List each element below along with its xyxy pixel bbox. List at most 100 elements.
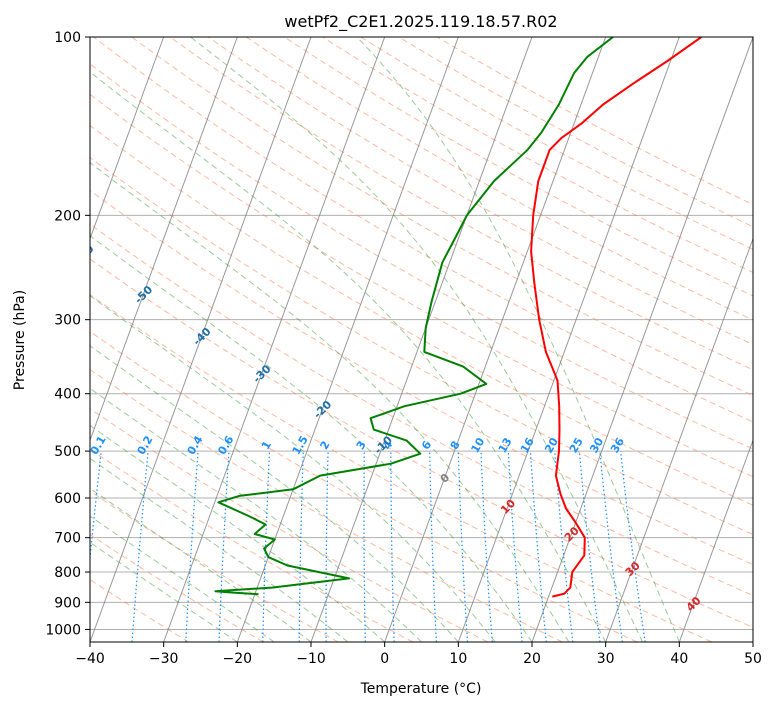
dry-adiabat (245, 37, 753, 321)
x-tick-label: 40 (670, 651, 688, 667)
mixing-ratio-line (325, 451, 329, 642)
moist-adiabat (90, 515, 275, 642)
isotherm-label: -40 (190, 325, 213, 348)
chart-title: wetPf2_C2E1.2025.119.18.57.R02 (284, 12, 557, 32)
mixing-ratio-label: 16 (518, 435, 537, 455)
mixing-ratio-line (480, 451, 493, 642)
isotherm-label: -60 (73, 242, 96, 265)
isotherm-line (384, 37, 607, 642)
x-tick-label: −30 (149, 651, 179, 667)
y-tick-label: 600 (54, 491, 81, 507)
x-tick-label: 10 (449, 651, 467, 667)
dry-adiabat (90, 156, 753, 536)
moist-adiabat (90, 235, 533, 642)
mixing-ratio-line (457, 451, 469, 642)
isotherm-line (678, 438, 753, 642)
x-tick-label: 0 (380, 651, 389, 667)
mixing-ratio-line (507, 451, 523, 642)
x-tick-label: 50 (744, 651, 762, 667)
dry-adiabat (207, 37, 753, 346)
x-axis: −40 −30 −20 −10 0 10 20 30 40 50 (75, 642, 762, 667)
mixing-ratio-label: 0.2 (135, 434, 156, 457)
mixing-ratio-label: 30 (587, 435, 606, 455)
mixing-ratio-line (578, 451, 601, 642)
isotherm-label: -10 (372, 433, 395, 456)
dry-adiabat (90, 294, 712, 642)
moist-adiabat (90, 424, 386, 642)
mixing-ratio-label: 8 (448, 439, 463, 452)
mixing-ratio-line (131, 451, 149, 642)
mixing-ratio-label: 3 (354, 439, 369, 452)
dry-adiabat (90, 578, 190, 642)
y-tick-label: 300 (54, 313, 81, 329)
dry-adiabat (90, 223, 753, 597)
isotherm-line (163, 37, 386, 642)
isotherm-line (90, 37, 165, 241)
isotherm-line (605, 237, 753, 642)
x-tick-label: −10 (296, 651, 326, 667)
mixing-ratio-label: 0.6 (215, 433, 236, 457)
moist-adiabat (356, 37, 680, 642)
moist-adiabat (90, 71, 607, 642)
mixing-ratio-label: 36 (608, 435, 627, 455)
dry-adiabat (398, 37, 753, 228)
y-tick-label: 500 (54, 444, 81, 460)
isotherm-label: -20 (311, 398, 334, 421)
dry-adiabat (131, 37, 753, 397)
mixing-ratio-label: 25 (567, 435, 586, 455)
mixing-ratio-line (429, 451, 437, 642)
mixing-ratio-line (363, 451, 366, 642)
temperature-profile-line (530, 37, 702, 598)
mixing-ratio-label: 6 (419, 438, 434, 451)
mixing-ratio-label: 1.5 (290, 434, 311, 457)
y-tick-label: 100 (54, 30, 81, 46)
isotherm-label: 40 (684, 594, 704, 614)
moist-adiabat (90, 162, 570, 642)
mixing-ratio-line (620, 451, 646, 642)
isotherm-line (310, 37, 533, 642)
background-lines (90, 37, 753, 642)
isotherm-label: -30 (250, 362, 273, 385)
moist-adiabat (190, 37, 643, 642)
mixing-ratio-line (599, 451, 623, 642)
mixing-ratio-line (185, 451, 199, 642)
mixing-ratio-line (529, 451, 547, 642)
y-tick-label: 900 (54, 595, 81, 611)
isotherm-line (90, 37, 312, 642)
mixing-ratio-label: 2 (318, 439, 333, 452)
mixing-ratio-line (298, 451, 304, 642)
dry-adiabat (90, 63, 753, 450)
x-tick-label: 20 (523, 651, 541, 667)
y-axis: 100 200 300 400 500 600 700 800 900 1000 (45, 30, 90, 638)
dry-adiabat (90, 407, 488, 642)
y-tick-label: 800 (54, 565, 81, 581)
isotherm-label: 0 (438, 471, 453, 486)
mixing-ratio-line (90, 451, 102, 564)
y-tick-label: 1000 (45, 622, 81, 638)
isotherm-line (531, 37, 753, 642)
mixing-ratio-line (554, 451, 574, 642)
dry-adiabat (90, 533, 264, 642)
isotherm-label: -50 (132, 283, 155, 306)
isotherm-label: 10 (498, 497, 518, 517)
isotherm-line (752, 640, 753, 642)
y-tick-label: 200 (54, 208, 81, 224)
y-tick-label: 400 (54, 387, 81, 403)
dry-adiabat (284, 37, 753, 297)
dry-adiabat (93, 37, 753, 423)
dewpoint-profile-line (214, 37, 614, 596)
moist-adiabat (90, 457, 349, 642)
series-lines: 0.10.20.40.611.52346810131620253036-100-… (73, 37, 704, 614)
plot-frame (89, 36, 754, 643)
x-axis-title: Temperature (°C) (360, 681, 482, 697)
dry-adiabat (90, 258, 753, 628)
isotherm-line (457, 37, 680, 642)
dry-adiabat (90, 368, 563, 642)
dry-adiabat (90, 490, 339, 642)
moist-adiabat (90, 345, 459, 642)
moist-adiabat (90, 387, 422, 642)
x-tick-label: 30 (597, 651, 615, 667)
y-tick-label: 700 (54, 531, 81, 547)
mixing-ratio-label: 0.4 (185, 433, 206, 457)
mixing-ratio-label: 10 (468, 435, 487, 455)
